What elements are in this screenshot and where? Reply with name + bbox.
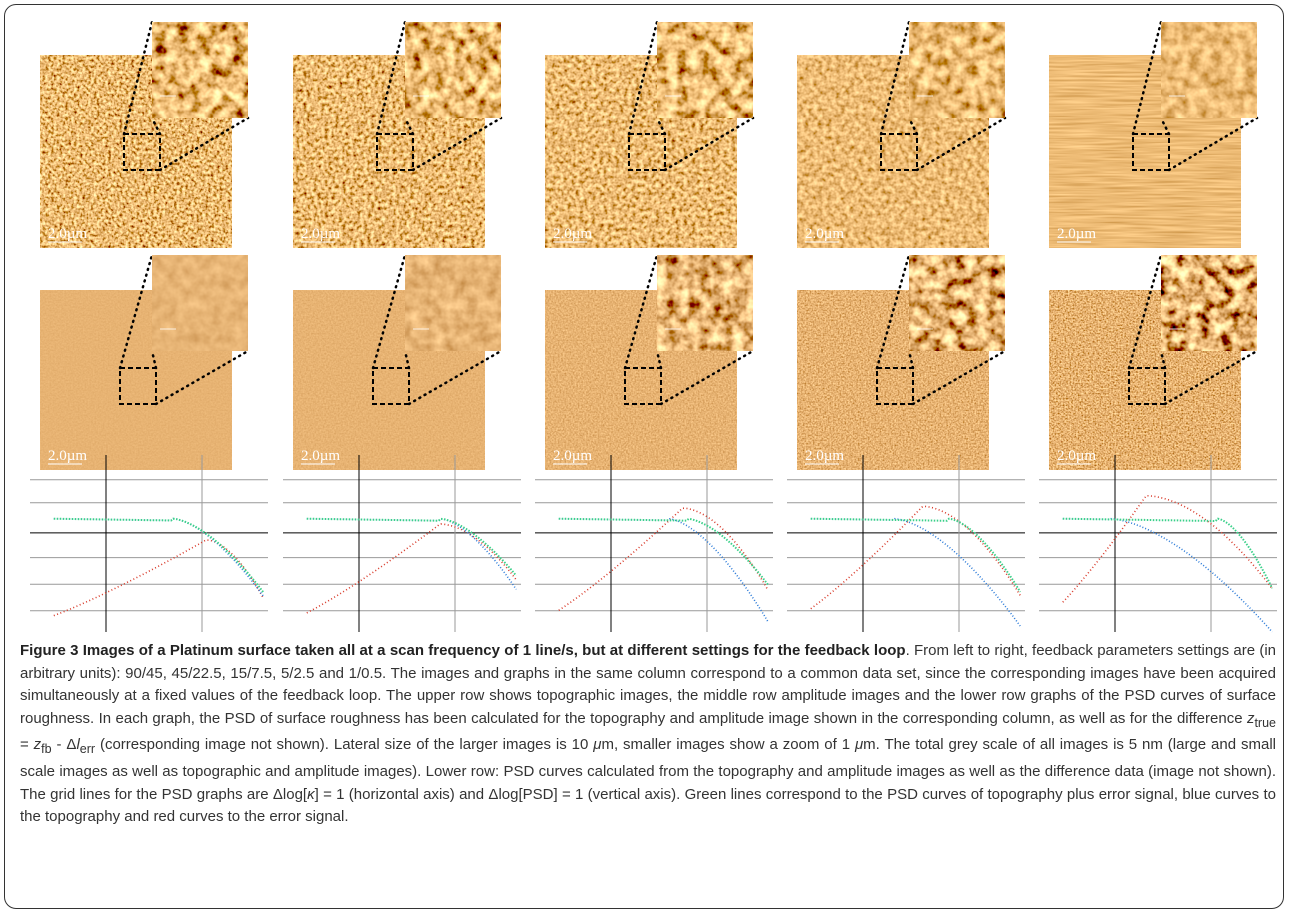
psd-curve — [54, 519, 263, 592]
scale-label: 2.0µm — [553, 226, 592, 242]
figure-panels: 2.0µm 2.0µm 2.0µm 2.0µm 2.0µm 2.0µm 2.0µm 2.0µm… — [0, 0, 1289, 640]
inset-image — [909, 22, 1005, 118]
psd-curve — [1063, 496, 1272, 603]
inset-image — [909, 255, 1005, 351]
caption-text: m, smaller images show a zoom of 1 — [601, 736, 855, 753]
caption-text: fb — [41, 742, 51, 756]
psd-curve — [307, 519, 516, 576]
psd-curve — [559, 519, 768, 585]
caption-text: κ — [307, 786, 315, 803]
caption-text: true — [1254, 716, 1276, 730]
scale-label: 2.0µm — [48, 448, 87, 464]
scale-label: 2.0µm — [805, 448, 844, 464]
page: 2.0µm 2.0µm 2.0µm 2.0µm 2.0µm 2.0µm 2.0µm 2.0µm… — [0, 0, 1289, 916]
scale-label: 2.0µm — [301, 226, 340, 242]
inset-image — [405, 22, 501, 118]
psd-curve — [1063, 519, 1272, 589]
psd-curve — [811, 519, 1020, 592]
caption-text: (corresponding image not shown). Lateral… — [95, 736, 593, 753]
inset-image — [152, 255, 248, 351]
psd-curve — [54, 540, 263, 616]
psd-curve — [1063, 519, 1272, 632]
caption-text: = — [20, 736, 34, 753]
caption-text: - Δ — [52, 736, 77, 753]
caption: Figure 3 Images of a Platinum surface ta… — [20, 640, 1276, 829]
inset-image — [152, 22, 248, 118]
inset-image — [657, 255, 753, 351]
scale-label: 2.0µm — [805, 226, 844, 242]
psd-curve — [307, 524, 516, 613]
inset-image — [1161, 255, 1257, 351]
psd-curve — [559, 508, 768, 610]
caption-text: μ — [855, 736, 863, 753]
inset-image — [405, 255, 501, 351]
caption-title: Figure 3 Images of a Platinum surface ta… — [20, 642, 906, 659]
scale-label: 2.0µm — [1057, 448, 1096, 464]
inset-image — [1161, 22, 1257, 118]
scale-label: 2.0µm — [1057, 226, 1096, 242]
scale-label: 2.0µm — [48, 226, 87, 242]
psd-curve — [559, 519, 768, 622]
scale-label: 2.0µm — [553, 448, 592, 464]
psd-curve — [307, 519, 516, 590]
scale-label: 2.0µm — [301, 448, 340, 464]
inset-image — [657, 22, 753, 118]
caption-text: err — [80, 742, 95, 756]
psd-curve — [811, 519, 1020, 626]
